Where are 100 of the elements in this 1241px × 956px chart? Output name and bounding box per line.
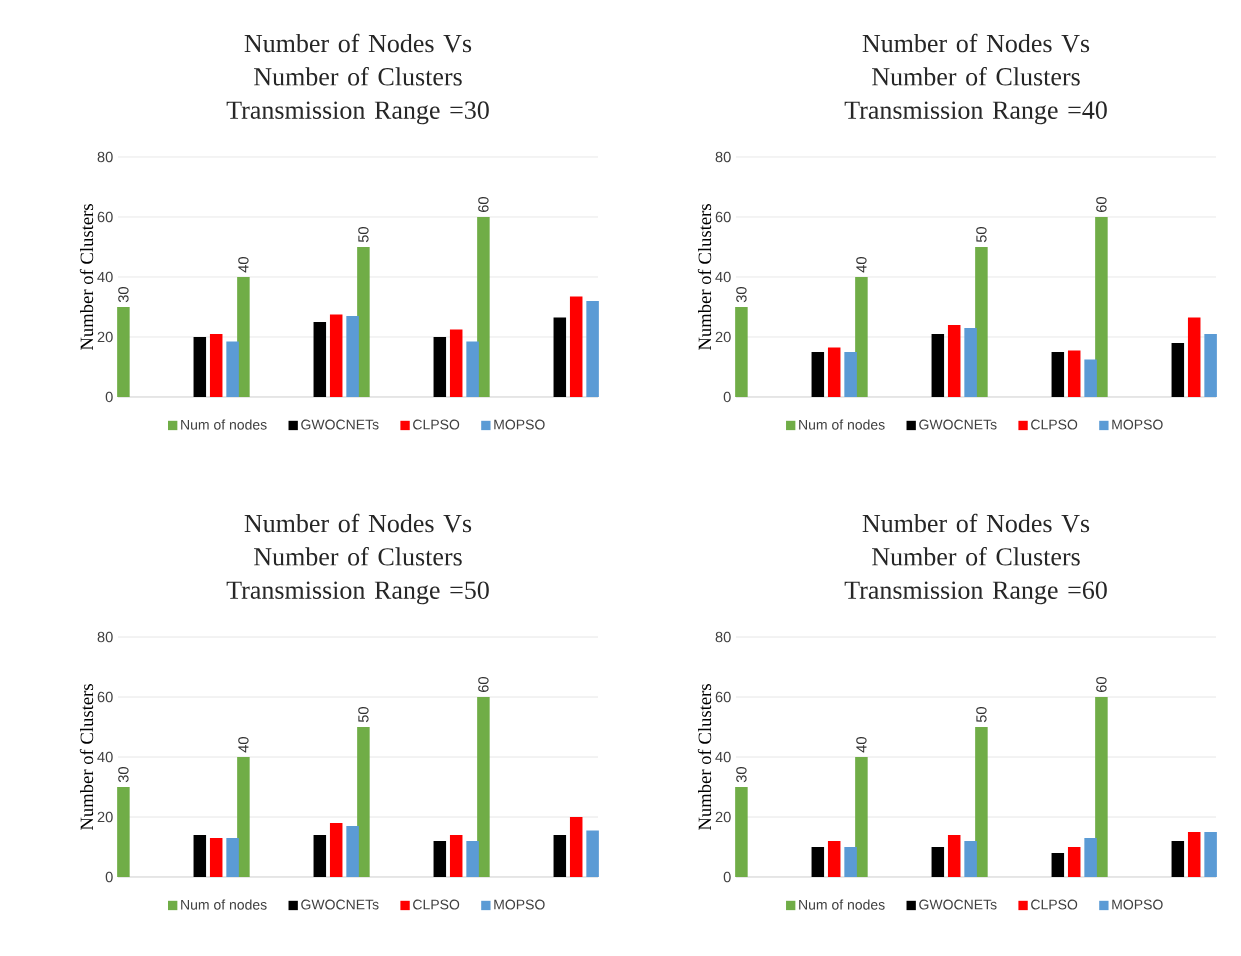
bar	[329, 314, 343, 397]
y-tick-label: 40	[97, 271, 113, 283]
bar	[209, 333, 223, 397]
legend-label: Num of nodes	[181, 899, 267, 910]
bar	[855, 757, 868, 877]
y-tick-label: 80	[715, 631, 731, 643]
bar	[931, 333, 945, 397]
bar	[117, 307, 130, 397]
y-tick-label: 0	[105, 391, 113, 403]
y-tick-label: 80	[715, 151, 731, 163]
bar	[855, 277, 868, 397]
data-label: 30	[118, 287, 129, 303]
bar	[237, 757, 250, 877]
chart-subtitle: Transmission Range =60	[844, 581, 1107, 605]
bar	[357, 727, 370, 877]
bar	[1095, 217, 1108, 397]
bar	[449, 329, 463, 397]
bar	[433, 841, 447, 877]
data-label: 60	[1096, 677, 1107, 692]
bar	[964, 841, 977, 877]
bar	[1187, 832, 1201, 877]
bar	[931, 847, 945, 877]
bar	[1095, 697, 1108, 877]
data-label: 40	[856, 257, 867, 273]
legend-label: CLPSO	[413, 899, 460, 910]
data-label: 30	[118, 767, 129, 783]
data-label: 60	[478, 197, 489, 212]
legend-label: MOPSO	[494, 419, 545, 430]
y-axis-title: Number of Clusters	[697, 204, 712, 351]
data-label: 50	[358, 227, 369, 243]
data-label: 50	[976, 707, 987, 723]
y-tick-label: 0	[723, 391, 731, 403]
bar	[947, 835, 961, 877]
data-label: 60	[478, 677, 489, 692]
y-tick-label: 40	[715, 751, 731, 763]
data-label: 40	[238, 257, 249, 273]
bar	[1051, 351, 1065, 397]
bar	[329, 823, 343, 877]
data-label: 30	[736, 287, 747, 303]
bar	[313, 322, 327, 397]
bar	[586, 830, 599, 877]
bar	[313, 835, 327, 877]
y-tick-label: 60	[715, 211, 731, 223]
data-label: 50	[358, 707, 369, 723]
y-tick-label: 20	[715, 331, 731, 343]
legend-label: MOPSO	[1112, 419, 1163, 430]
y-axis-title: Number of Clusters	[697, 684, 712, 831]
legend-label: Num of nodes	[799, 899, 885, 910]
bar	[844, 351, 857, 397]
y-tick-label: 60	[97, 691, 113, 703]
chart-title: Number of Nodes Vs Number of Clusters	[244, 513, 472, 566]
legend-label: CLPSO	[1031, 899, 1078, 910]
bar	[449, 835, 463, 877]
y-tick-label: 0	[105, 871, 113, 883]
legend-label: MOPSO	[1112, 899, 1163, 910]
bar	[477, 697, 490, 877]
y-tick-label: 40	[715, 271, 731, 283]
bar	[844, 847, 857, 877]
bar	[466, 841, 479, 877]
bar	[226, 341, 239, 397]
legend-label: GWOCNETs	[919, 899, 997, 910]
bar	[226, 838, 239, 877]
y-axis-title: Number of Clusters	[79, 684, 94, 831]
bar	[346, 826, 359, 877]
bar	[1171, 343, 1185, 397]
bar	[811, 847, 825, 877]
legend-label: CLPSO	[413, 419, 460, 430]
bar	[964, 328, 977, 397]
bar	[1067, 847, 1081, 877]
data-label: 40	[856, 737, 867, 753]
data-label: 40	[238, 737, 249, 753]
bar	[975, 247, 988, 397]
bar	[735, 787, 748, 877]
legend-label: GWOCNETs	[301, 899, 379, 910]
bar	[553, 317, 567, 397]
chart-title: Number of Nodes Vs Number of Clusters	[862, 33, 1090, 86]
bar	[357, 247, 370, 397]
y-tick-label: 60	[97, 211, 113, 223]
bar	[209, 838, 223, 877]
y-tick-label: 80	[97, 151, 113, 163]
bar	[1084, 838, 1097, 877]
y-axis-title: Number of Clusters	[79, 204, 94, 351]
bar	[117, 787, 130, 877]
bar	[1204, 832, 1217, 877]
y-tick-label: 20	[715, 811, 731, 823]
bar	[466, 341, 479, 397]
y-tick-label: 20	[97, 331, 113, 343]
bar	[586, 300, 599, 397]
legend-label: Num of nodes	[181, 419, 267, 430]
bar	[947, 325, 961, 397]
bar	[1171, 841, 1185, 877]
bar	[193, 835, 207, 877]
legend-label: CLPSO	[1031, 419, 1078, 430]
bar	[346, 315, 359, 397]
chart-title: Number of Nodes Vs Number of Clusters	[862, 513, 1090, 566]
legend-label: MOPSO	[494, 899, 545, 910]
bar	[1204, 333, 1217, 397]
bar	[1187, 317, 1201, 397]
bar	[735, 307, 748, 397]
legend-label: GWOCNETs	[919, 419, 997, 430]
